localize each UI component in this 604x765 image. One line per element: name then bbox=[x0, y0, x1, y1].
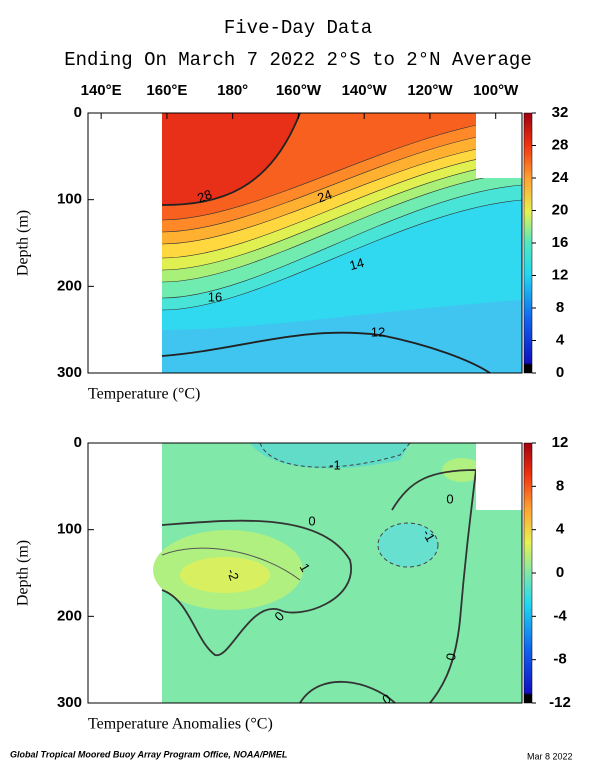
y-tick-label: 200 bbox=[57, 607, 82, 624]
x-axis-label: Temperature (°C) bbox=[88, 386, 200, 403]
isotherm bbox=[161, 112, 301, 206]
contour-label: 0 bbox=[446, 491, 453, 506]
x-tick-label: 120°W bbox=[407, 82, 453, 99]
isotherm bbox=[161, 117, 523, 221]
temperature-field bbox=[161, 112, 523, 374]
y-axis-label: Depth (m) bbox=[15, 540, 32, 606]
colorbar-tick-label: 8 bbox=[556, 477, 564, 494]
colorbar bbox=[523, 442, 533, 704]
isotherm bbox=[161, 171, 523, 283]
colorbar-tick-label: 28 bbox=[552, 136, 569, 153]
y-tick-label: 300 bbox=[57, 364, 82, 381]
field-band bbox=[162, 300, 522, 373]
field-band bbox=[162, 113, 300, 205]
y-tick-label: 0 bbox=[74, 104, 82, 121]
contour-label: -2 bbox=[224, 567, 242, 583]
colorbar-tick-label: 8 bbox=[556, 299, 564, 316]
colorbar-tick-label: -12 bbox=[549, 694, 571, 711]
y-tick-label: 100 bbox=[57, 191, 82, 208]
colorbar bbox=[523, 112, 533, 374]
contour-label: -1 bbox=[329, 457, 341, 472]
colorbar-tick-label: 16 bbox=[552, 234, 569, 251]
x-tick-label: 160°W bbox=[276, 82, 322, 99]
isotherm bbox=[161, 331, 491, 374]
colorbar-tick-label: 12 bbox=[552, 266, 569, 283]
colorbar-tick-label: 12 bbox=[552, 434, 569, 451]
footer-left: Global Tropical Moored Buoy Array Progra… bbox=[10, 749, 287, 759]
contour-label: 16 bbox=[208, 289, 222, 304]
isotherm bbox=[161, 129, 523, 233]
contour-label: 12 bbox=[371, 324, 385, 339]
colorbar-tick-label: 32 bbox=[552, 104, 569, 121]
plot-frame bbox=[87, 112, 523, 374]
y-tick-label: 200 bbox=[57, 277, 82, 294]
y-tick-label: 300 bbox=[57, 694, 82, 711]
x-tick-label: 180° bbox=[217, 82, 248, 99]
colorbar-tick-label: 24 bbox=[552, 169, 569, 186]
y-axis-label: Depth (m) bbox=[15, 210, 32, 276]
isotherm bbox=[161, 151, 523, 259]
colorbar-tick-label: 0 bbox=[556, 564, 564, 581]
anomaly-field bbox=[153, 442, 522, 704]
colorbar-tick-label: -4 bbox=[553, 607, 567, 624]
colorbar-tick-label: 4 bbox=[556, 521, 565, 538]
plot-frame bbox=[87, 442, 523, 704]
isotherm bbox=[161, 161, 523, 271]
colorbar-tick-label: 0 bbox=[556, 364, 564, 381]
contour-label: 28 bbox=[195, 186, 214, 205]
isotherm bbox=[161, 184, 523, 299]
contour-label: 0 bbox=[308, 513, 315, 528]
colorbar-tick-label: 20 bbox=[552, 201, 569, 218]
colorbar-tick-label: -8 bbox=[553, 651, 566, 668]
contour-label: 0 bbox=[443, 652, 459, 662]
contour-label: 14 bbox=[348, 255, 366, 273]
x-axis-label: Temperature Anomalies (°C) bbox=[88, 716, 273, 733]
contour-label: 24 bbox=[315, 186, 334, 205]
x-tick-label: 140°W bbox=[342, 82, 388, 99]
y-tick-label: 0 bbox=[74, 434, 82, 451]
y-tick-label: 100 bbox=[57, 521, 82, 538]
x-tick-label: 160°E bbox=[146, 82, 187, 99]
colorbar-tick-label: 4 bbox=[556, 331, 565, 348]
subtitle: Ending On March 7 2022 2°S to 2°N Averag… bbox=[64, 49, 531, 71]
footer-right: Mar 8 2022 bbox=[527, 751, 573, 761]
title: Five-Day Data bbox=[224, 17, 372, 39]
x-tick-label: 140°E bbox=[81, 82, 122, 99]
isotherm bbox=[161, 141, 523, 245]
isotherm bbox=[161, 199, 523, 311]
no-data bbox=[476, 113, 522, 178]
x-tick-label: 100°W bbox=[473, 82, 519, 99]
